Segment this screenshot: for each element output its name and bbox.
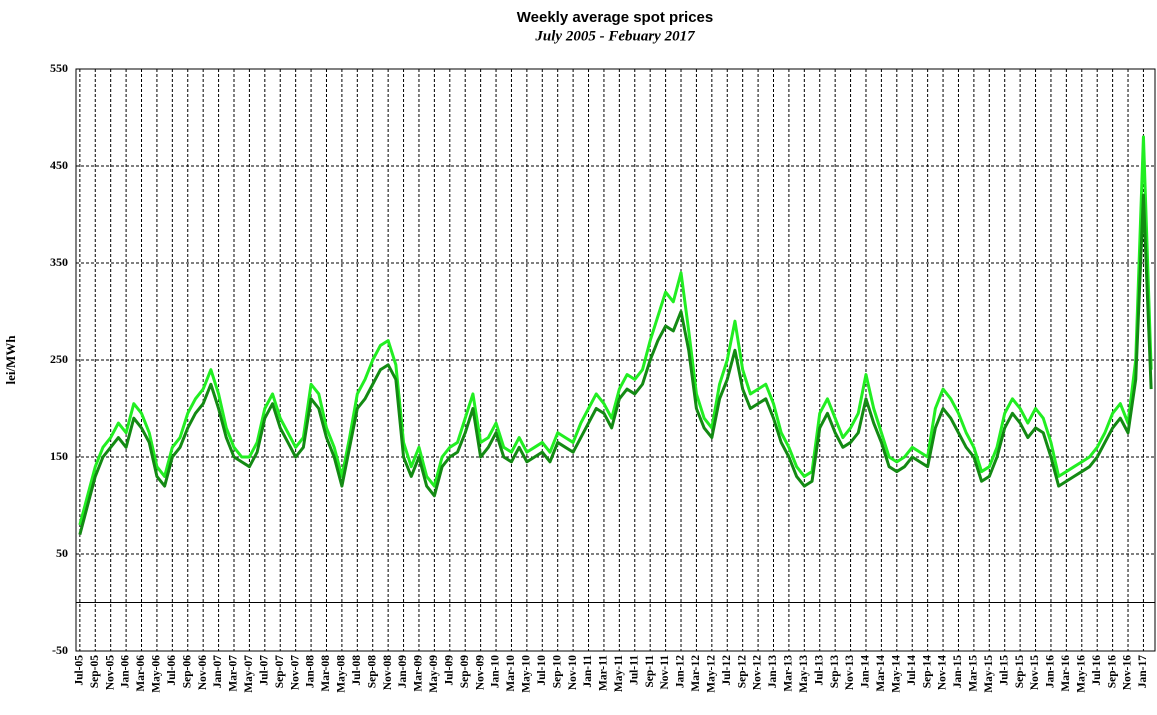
x-tick-label: Sep-09 (459, 655, 471, 688)
x-tick-label: Nov-10 (567, 655, 579, 690)
x-tick-label: Sep-08 (366, 655, 378, 688)
x-tick-label: Mar-15 (968, 655, 980, 692)
x-tick-label: Mar-16 (1060, 655, 1072, 692)
x-tick-label: Jul-08 (351, 655, 363, 686)
y-axis-label: lei/MWh (3, 335, 18, 385)
x-tick-label: Jul-09 (443, 655, 455, 686)
x-tick-label: Nov-05 (104, 655, 116, 690)
x-tick-label: Sep-06 (181, 655, 193, 688)
x-tick-label: May-10 (521, 655, 533, 693)
x-tick-label: Nov-09 (474, 655, 486, 690)
y-tick-label: 350 (50, 255, 68, 269)
x-tick-label: Jul-12 (721, 655, 733, 686)
x-tick-label: Sep-16 (1106, 655, 1118, 688)
chart-subtitle: July 2005 - Febuary 2017 (534, 28, 695, 44)
x-tick-label: Nov-14 (937, 655, 949, 690)
x-tick-label: May-08 (336, 655, 348, 693)
x-tick-label: Jan-14 (860, 655, 872, 688)
x-tick-label: Jan-06 (120, 655, 132, 688)
x-tick-label: Sep-07 (274, 655, 286, 688)
x-tick-label: May-16 (1075, 655, 1087, 693)
x-tick-label: Jan-08 (305, 655, 317, 688)
chart-title: Weekly average spot prices (517, 9, 714, 26)
x-tick-label: Jul-11 (628, 655, 640, 685)
x-tick-label: Nov-11 (659, 655, 671, 690)
x-tick-label: Sep-05 (89, 655, 101, 688)
x-tick-label: Mar-10 (505, 655, 517, 692)
plot-frame (75, 68, 1156, 652)
x-tick-label: Jan-10 (490, 655, 502, 688)
x-tick-label: Sep-12 (736, 655, 748, 688)
x-tick-label: Mar-06 (135, 655, 147, 692)
x-tick-label: Sep-14 (921, 655, 933, 688)
x-tick-label: Sep-15 (1014, 655, 1026, 688)
x-tick-label: Mar-13 (783, 655, 795, 692)
x-tick-label: Jul-06 (166, 655, 178, 686)
x-tick-label: Jan-13 (767, 655, 779, 688)
x-tick-label: Jul-14 (906, 655, 918, 686)
x-tick-label: Jul-05 (73, 655, 85, 686)
x-tick-label: Nov-15 (1029, 655, 1041, 690)
y-tick-label: -50 (52, 643, 68, 657)
x-tick-label: Mar-08 (320, 655, 332, 692)
x-tick-label: Jan-09 (397, 655, 409, 688)
x-tick-label: Nov-13 (844, 655, 856, 690)
x-tick-label: Jul-15 (998, 655, 1010, 686)
x-tick-label: Mar-12 (690, 655, 702, 692)
x-tick-label: May-09 (428, 655, 440, 693)
x-tick-label: Nov-12 (752, 655, 764, 690)
x-tick-label: May-06 (151, 655, 163, 693)
series-line (78, 193, 1153, 535)
x-tick-label: Jan-11 (582, 655, 594, 688)
x-tick-label: Jul-10 (536, 655, 548, 686)
x-tick-label: Jul-07 (258, 655, 270, 686)
y-tick-label: 450 (50, 158, 68, 172)
x-tick-label: May-07 (243, 655, 255, 693)
x-tick-label: Mar-07 (228, 655, 240, 692)
x-tick-label: Jul-13 (813, 655, 825, 686)
x-tick-label: May-13 (798, 655, 810, 693)
x-tick-label: May-14 (890, 655, 902, 693)
x-tick-label: May-15 (983, 655, 995, 693)
x-tick-label: Nov-08 (382, 655, 394, 690)
series-line (78, 135, 1153, 526)
x-tick-label: Mar-09 (413, 655, 425, 692)
x-tick-label: Sep-13 (829, 655, 841, 688)
x-tick-label: Jan-07 (212, 655, 224, 688)
x-tick-label: Sep-10 (551, 655, 563, 688)
x-tick-label: Sep-11 (644, 655, 656, 688)
y-tick-label: 550 (50, 61, 68, 75)
x-tick-label: Jan-17 (1137, 655, 1149, 688)
x-tick-label: May-11 (613, 655, 625, 692)
x-tick-label: Nov-07 (289, 655, 301, 690)
x-tick-label: Nov-06 (197, 655, 209, 690)
x-tick-label: Jan-15 (952, 655, 964, 688)
x-tick-label: Jan-12 (675, 655, 687, 688)
y-tick-label: 250 (50, 352, 68, 366)
x-tick-label: Mar-14 (875, 655, 887, 692)
x-tick-label: Mar-11 (598, 655, 610, 691)
x-tick-label: May-12 (705, 655, 717, 693)
y-tick-label: 150 (50, 449, 68, 463)
y-tick-label: 50 (56, 546, 68, 560)
x-tick-label: Nov-16 (1122, 655, 1134, 690)
x-tick-label: Jan-16 (1045, 655, 1057, 688)
x-tick-label: Jul-16 (1091, 655, 1103, 686)
